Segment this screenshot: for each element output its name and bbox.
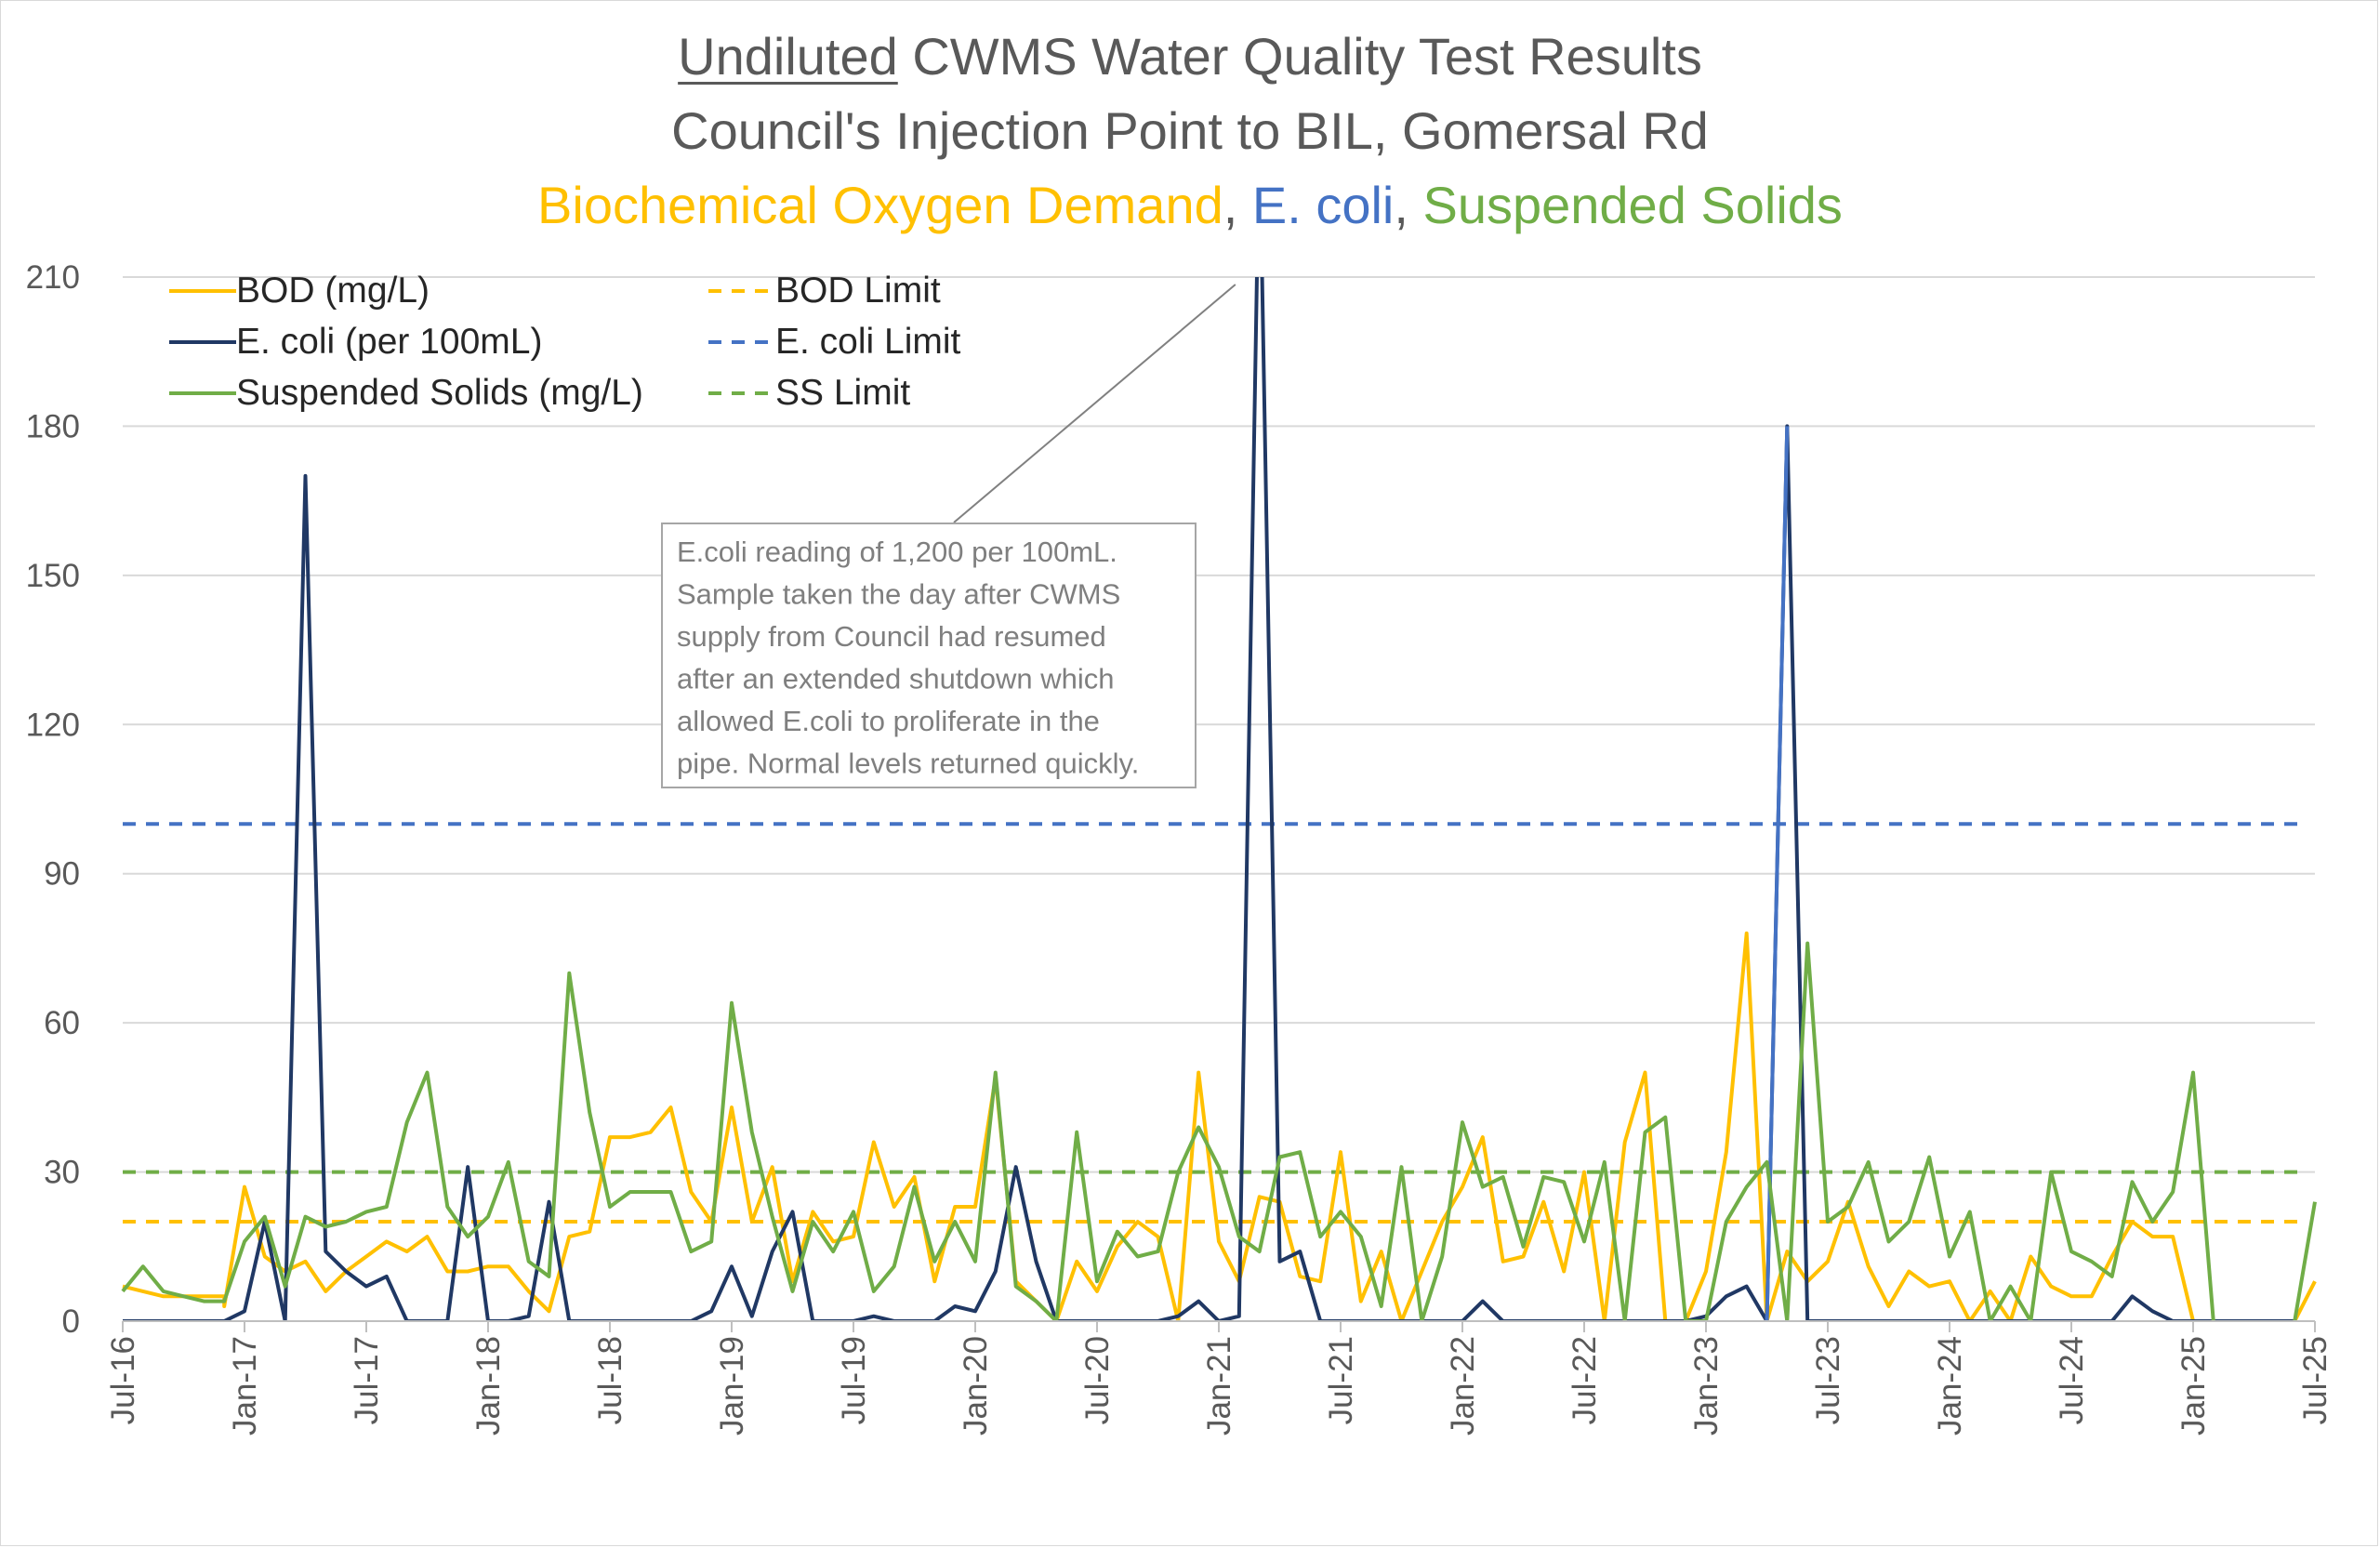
title-underlined-word: Undiluted: [678, 27, 898, 86]
annotation-text-line: allowed E.coli to proliferate in the: [677, 705, 1100, 737]
legend-label: E. coli Limit: [775, 322, 961, 362]
series-line-ss: [121, 941, 2215, 1322]
y-tick-label: 120: [26, 707, 80, 743]
subtitle-separator: ,: [1223, 176, 1252, 234]
subtitle-separator: ,: [1394, 176, 1423, 234]
annotation: E.coli reading of 1,200 per 100mL. Sample…: [661, 284, 1236, 788]
chart-subtitle: Council's Injection Point to BIL, Gomers…: [671, 101, 1709, 160]
x-tick-label: Jan-25: [2175, 1336, 2212, 1436]
chart-subtitle-parameters: Biochemical Oxygen Demand, E. coli, Susp…: [0, 175, 2380, 235]
x-tick-label: Jan-22: [1445, 1336, 1481, 1436]
legend-label: Suspended Solids (mg/L): [236, 373, 643, 413]
legend-label: BOD (mg/L): [236, 271, 430, 311]
x-tick-label: Jul-23: [1810, 1336, 1846, 1424]
title-rest: CWMS Water Quality Test Results: [897, 27, 1702, 86]
subtitle-ss: Suspended Solids: [1422, 176, 1843, 234]
legend-label: SS Limit: [775, 373, 910, 413]
subtitle-ecoli: E. coli: [1251, 176, 1395, 234]
x-tick-label: Jul-21: [1323, 1336, 1359, 1424]
y-tick-label: 150: [26, 558, 80, 594]
x-tick-label: Jul-24: [2054, 1336, 2090, 1424]
y-tick-label: 90: [44, 856, 80, 893]
x-tick-label: Jul-25: [2297, 1336, 2334, 1424]
x-tick-label: Jul-17: [349, 1336, 385, 1424]
x-tick-label: Jul-19: [836, 1336, 872, 1424]
x-tick-label: Jan-20: [958, 1336, 994, 1436]
annotation-text-line: pipe. Normal levels returned quickly.: [677, 748, 1139, 780]
y-axis-ticks: 0 30 60 90 120 150 180 210: [26, 259, 80, 1340]
x-tick-label: Jul-20: [1079, 1336, 1116, 1424]
x-tick-label: Jan-18: [470, 1336, 507, 1436]
legend-label: E. coli (per 100mL): [236, 322, 542, 362]
x-tick-label: Jan-24: [1932, 1336, 1968, 1436]
chart-title: Undiluted CWMS Water Quality Test Result…: [0, 26, 2380, 86]
annotation-text-line: Sample taken the day after CWMS: [677, 578, 1120, 611]
series-line-ss: [2293, 1201, 2317, 1322]
subtitle-bod: Biochemical Oxygen Demand: [537, 176, 1223, 234]
x-tick-label: Jan-19: [714, 1336, 750, 1436]
x-axis-ticks: Jul-16 Jan-17 Jul-17 Jan-18 Jul-18 Jan-19 Jul-…: [105, 1321, 2334, 1436]
y-tick-label: 210: [26, 259, 80, 296]
y-tick-label: 30: [44, 1155, 80, 1191]
series-line-ecoli-highlight: [1765, 426, 1790, 1322]
y-tick-label: 180: [26, 408, 80, 444]
x-tick-label: Jan-21: [1201, 1336, 1237, 1436]
legend-label: BOD Limit: [775, 271, 941, 311]
x-tick-label: Jul-16: [105, 1336, 141, 1424]
y-tick-label: 0: [62, 1303, 80, 1340]
annotation-text-line: supply from Council had resumed: [677, 620, 1106, 653]
x-tick-label: Jan-23: [1688, 1336, 1725, 1436]
legend: BOD (mg/L) BOD Limit E. coli (per 100mL) E.…: [169, 271, 961, 413]
x-tick-label: Jul-22: [1567, 1336, 1603, 1424]
annotation-leader-line: [953, 284, 1236, 523]
annotation-text-line: after an extended shutdown which: [677, 663, 1114, 695]
annotation-box: [661, 523, 1197, 788]
annotation-text-line: E.coli reading of 1,200 per 100mL.: [677, 536, 1117, 568]
series-line-bod: [122, 931, 2317, 1322]
x-tick-label: Jan-17: [227, 1336, 263, 1436]
y-tick-label: 60: [44, 1005, 80, 1041]
x-tick-label: Jul-18: [592, 1336, 628, 1424]
